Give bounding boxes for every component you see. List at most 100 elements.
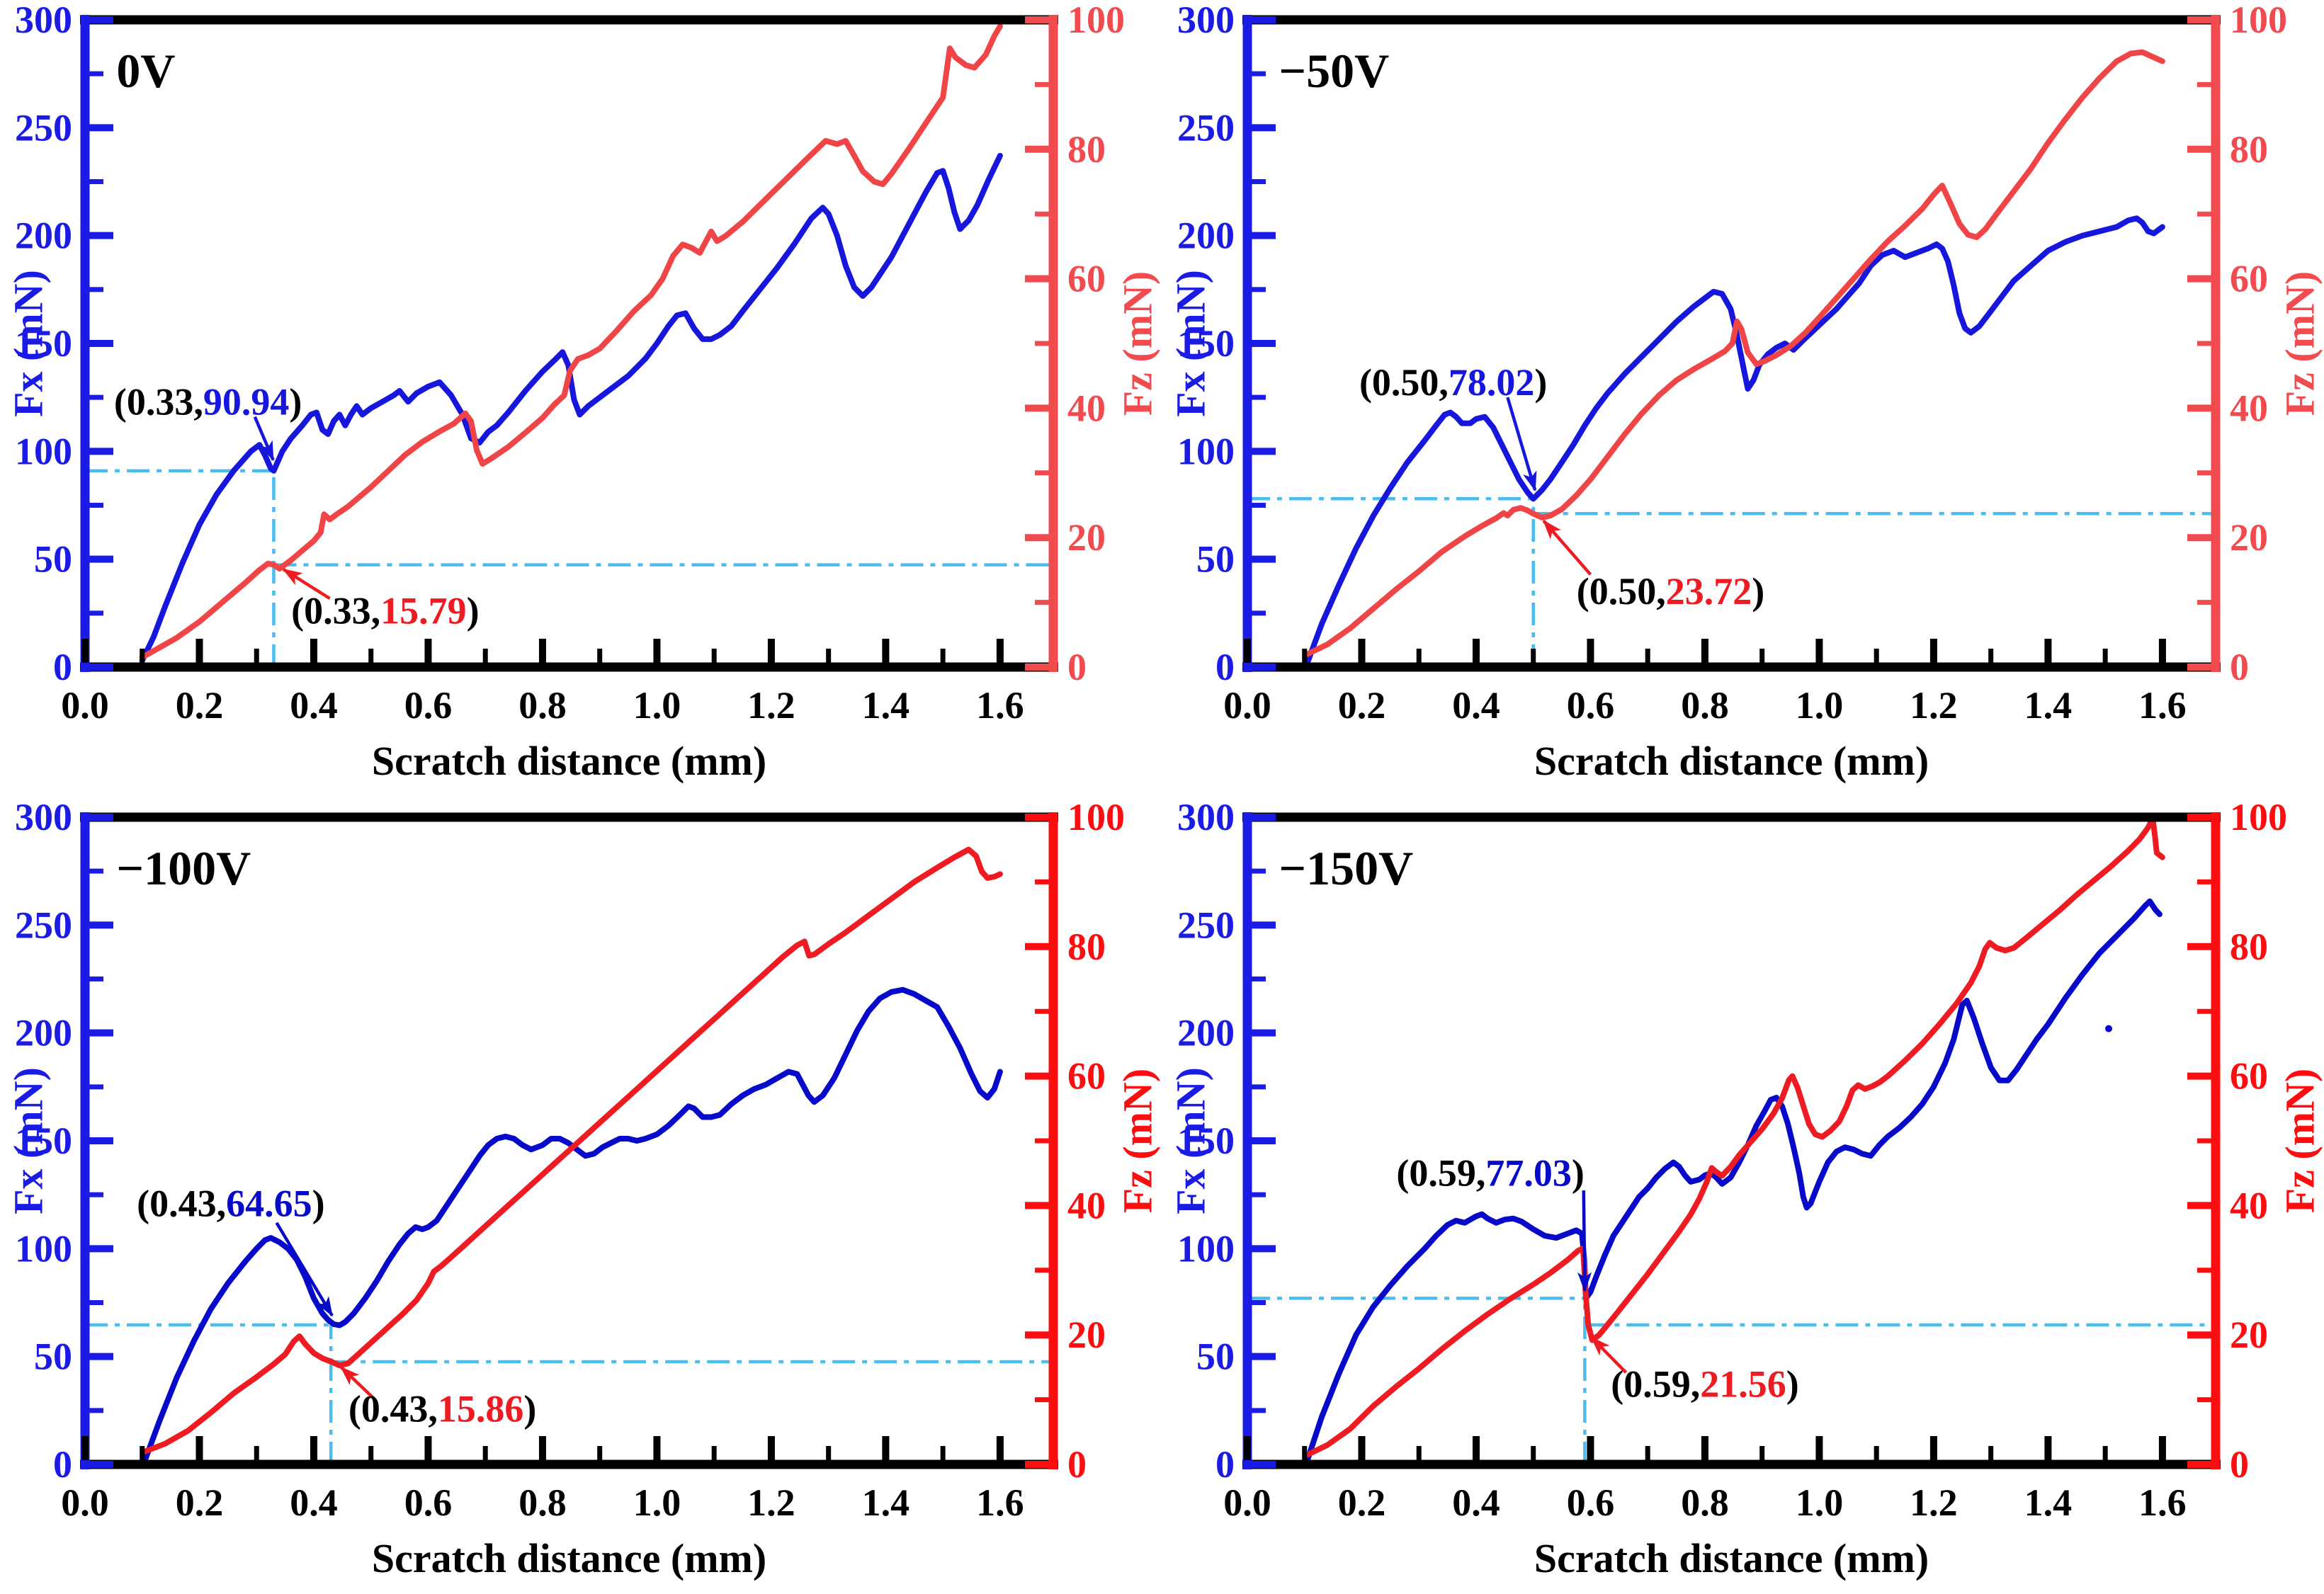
y-right-axis-title: Fz (mN)	[1115, 271, 1161, 416]
x-axis-title: Scratch distance (mm)	[1534, 1535, 1929, 1581]
panel-title: −100V	[116, 841, 251, 895]
y-right-axis-title: Fz (mN)	[2277, 271, 2323, 416]
series-fz	[142, 846, 1003, 1454]
right-tick-label: 80	[1067, 128, 1106, 171]
annotation-label: (0.43,64.65)	[137, 1182, 324, 1224]
right-tick-label: 100	[1067, 797, 1125, 838]
right-tick-label: 0	[1067, 646, 1087, 688]
right-tick-label: 80	[2230, 926, 2268, 968]
panel-title: −50V	[1279, 44, 1389, 98]
right-tick-label: 60	[2230, 1055, 2268, 1098]
right-tick-label: 60	[1067, 1055, 1106, 1098]
y-left-axis-title: Fx (mN)	[1168, 1067, 1214, 1214]
left-tick-label: 100	[1177, 1227, 1235, 1270]
annotation-arrow	[1506, 397, 1537, 492]
left-tick-label: 0	[1215, 646, 1235, 688]
right-tick-label: 20	[1067, 516, 1106, 559]
x-tick-label: 0.0	[61, 684, 109, 727]
stray-point	[2105, 1025, 2113, 1032]
left-tick-label: 100	[1177, 430, 1235, 472]
x-tick-label: 0.0	[1223, 1481, 1271, 1524]
right-tick-label: 40	[1067, 387, 1106, 429]
x-tick-label: 1.4	[2024, 1481, 2073, 1524]
x-tick-label: 1.2	[1910, 1481, 1958, 1524]
series-fz	[139, 23, 1003, 661]
left-tick-label: 150	[1177, 1120, 1235, 1162]
panel-50v: 0 50 100 150 200 250 300 0 20 40 60 80 100 0.0 0.2 0.4 0…	[1162, 0, 2324, 797]
annotation-label: (0.50,78.02)	[1359, 361, 1547, 404]
x-tick-label: 0.6	[1567, 684, 1615, 727]
panel-0v: 0 50 100 150 200 250 300 0 20 40 60 80 100 0.0 0.2 0.4 0…	[0, 0, 1162, 797]
series-fz	[1304, 815, 2165, 1458]
right-tick-label: 20	[1067, 1314, 1106, 1356]
panel-150v: 0 50 100 150 200 250 300 0 20 40 60 80 100 0.0 0.2 0.4 0…	[1162, 797, 2324, 1594]
annotation-label: (0.33,90.94)	[114, 380, 302, 423]
x-tick-label: 1.0	[1796, 1481, 1844, 1524]
left-tick-label: 200	[15, 1012, 72, 1054]
chart-svg-0: 0 50 100 150 200 250 300 0 20 40 60 80 100 0.0 0.2 0.4 0…	[6, 0, 1161, 784]
x-tick-label: 1.2	[747, 1481, 795, 1524]
x-tick-label: 0.4	[1452, 1481, 1500, 1524]
right-tick-label: 80	[2230, 128, 2268, 171]
x-tick-label: 0.2	[1338, 684, 1386, 727]
left-tick-label: 250	[15, 106, 72, 149]
series-fx	[1304, 898, 2163, 1463]
x-tick-label: 0.8	[1681, 1481, 1729, 1524]
left-tick-label: 200	[15, 215, 72, 257]
right-tick-label: 40	[1067, 1184, 1106, 1226]
x-tick-label: 0.6	[404, 1481, 453, 1524]
series-fx	[139, 152, 1003, 664]
left-tick-label: 250	[15, 904, 72, 946]
left-tick-label: 150	[15, 322, 72, 365]
x-tick-label: 1.6	[2138, 1481, 2187, 1524]
x-tick-label: 0.8	[518, 1481, 567, 1524]
right-tick-label: 80	[1067, 926, 1106, 968]
x-tick-label: 0.8	[518, 684, 567, 727]
annotation-arrow	[1590, 1336, 1628, 1374]
left-tick-label: 0	[53, 1443, 72, 1486]
annotation-label: (0.33,15.79)	[291, 589, 479, 632]
right-tick-label: 100	[2230, 797, 2287, 838]
chart-svg-3: 0 50 100 150 200 250 300 0 20 40 60 80 100 0.0 0.2 0.4 0…	[1168, 797, 2323, 1581]
right-tick-label: 100	[2230, 0, 2287, 41]
x-tick-label: 1.6	[2138, 684, 2187, 727]
right-tick-label: 40	[2230, 387, 2268, 429]
left-tick-label: 50	[1196, 538, 1235, 581]
left-tick-label: 300	[1177, 797, 1235, 838]
chart-svg-2: 0 50 100 150 200 250 300 0 20 40 60 80 100 0.0 0.2 0.4 0…	[6, 797, 1161, 1581]
x-tick-label: 0.2	[176, 684, 224, 727]
x-tick-label: 0.2	[1338, 1481, 1386, 1524]
left-tick-label: 300	[15, 797, 72, 838]
annotation-arrow	[1577, 1190, 1592, 1292]
annotation-label: (0.43,15.86)	[348, 1387, 536, 1430]
annotation-arrow	[282, 568, 331, 600]
left-tick-label: 50	[34, 1336, 72, 1378]
left-tick-label: 0	[53, 646, 72, 688]
left-tick-label: 150	[15, 1120, 72, 1162]
left-tick-label: 300	[15, 0, 72, 41]
panel-100v: 0 50 100 150 200 250 300 0 20 40 60 80 100 0.0 0.2 0.4 0…	[0, 797, 1162, 1594]
x-tick-label: 0.6	[1567, 1481, 1615, 1524]
x-tick-label: 1.4	[862, 684, 910, 727]
left-tick-label: 100	[15, 1227, 72, 1270]
right-tick-label: 0	[2230, 646, 2249, 688]
right-tick-label: 40	[2230, 1184, 2268, 1226]
x-tick-label: 1.0	[633, 1481, 681, 1524]
left-tick-label: 200	[1177, 1012, 1235, 1054]
x-tick-label: 0.4	[290, 1481, 338, 1524]
x-tick-label: 0.4	[290, 684, 338, 727]
y-left-axis-title: Fx (mN)	[1168, 270, 1214, 417]
series-fz	[1304, 49, 2165, 657]
right-tick-label: 20	[2230, 1314, 2268, 1356]
x-axis-title: Scratch distance (mm)	[372, 738, 766, 784]
y-left-axis-title: Fx (mN)	[6, 1067, 52, 1214]
x-tick-label: 1.2	[747, 684, 795, 727]
annotation-label: (0.50,23.72)	[1577, 570, 1764, 613]
x-tick-label: 1.6	[976, 1481, 1024, 1524]
x-tick-label: 1.4	[862, 1481, 910, 1524]
right-tick-label: 100	[1067, 0, 1125, 41]
chart-svg-1: 0 50 100 150 200 250 300 0 20 40 60 80 100 0.0 0.2 0.4 0…	[1168, 0, 2323, 784]
panel-title: 0V	[116, 44, 175, 98]
annotation-arrow	[275, 1222, 334, 1317]
